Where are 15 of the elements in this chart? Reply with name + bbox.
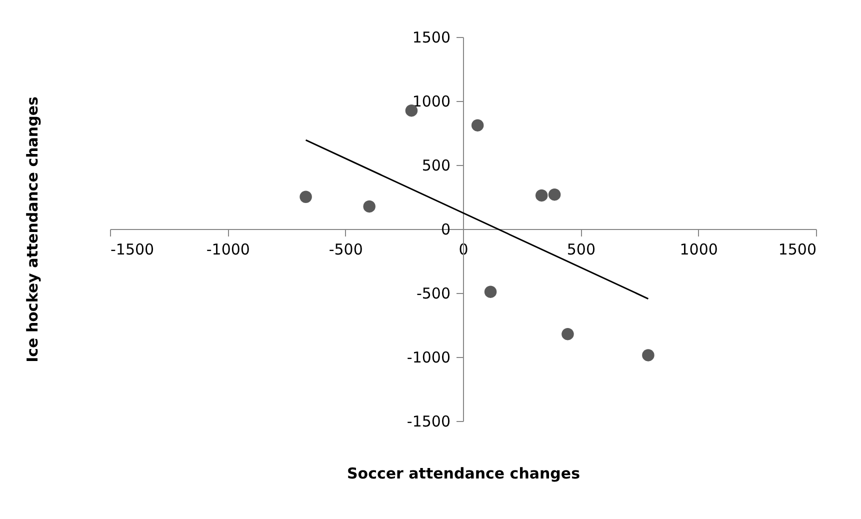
y-tick-label: 1500 [412,28,450,46]
x-axis-title: Soccer attendance changes [346,464,580,482]
x-tick-label: -1500 [110,240,154,258]
y-tick-label: -1500 [406,412,450,430]
y-axis-title: Ice hockey attendance changes [24,96,42,362]
x-tick-label: -1000 [206,240,250,258]
y-tick-label: 0 [440,220,450,238]
y-tick-label: -1000 [406,348,450,366]
x-tick-label: 1500 [778,240,816,258]
x-tick-label: -500 [328,240,363,258]
y-tick-label: 1000 [412,92,450,110]
x-tick-label: 500 [566,240,596,258]
x-tick-label: 1000 [680,240,718,258]
y-tick-label: 500 [422,156,450,174]
y-tick-label: -500 [416,284,450,302]
